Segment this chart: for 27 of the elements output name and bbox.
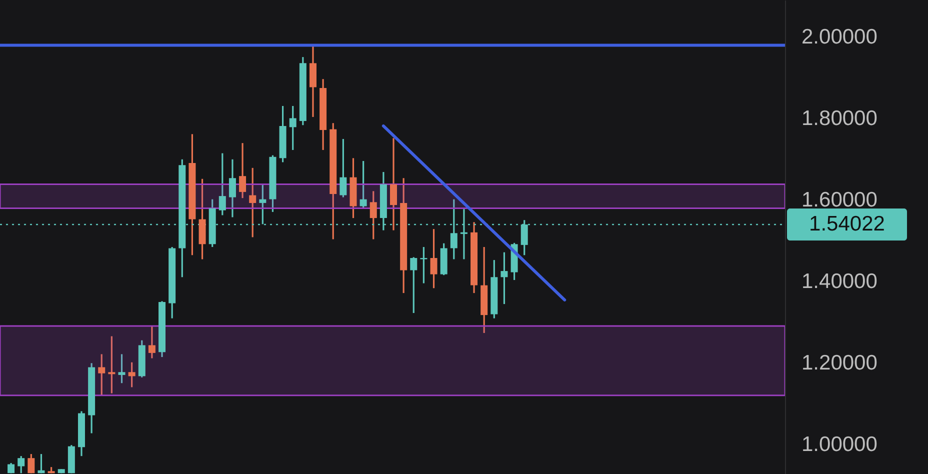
candlestick: [108, 335, 116, 394]
candlestick: [239, 142, 246, 199]
candlestick: [259, 184, 266, 225]
candlestick: [370, 190, 377, 240]
candlestick: [228, 158, 236, 218]
candlestick: [128, 362, 136, 388]
y-tick-label: 1.40000: [802, 270, 878, 294]
y-tick-label: 1.20000: [802, 352, 878, 375]
y-tick-label: 1.00000: [802, 433, 878, 456]
y-tick-label: 2.00000: [802, 26, 878, 49]
candlestick: [148, 325, 156, 360]
candlestick: [118, 353, 126, 384]
candlestick: [249, 167, 256, 238]
ref-line-label: 1.54022: [809, 212, 885, 236]
candlestick: [218, 152, 226, 216]
candlestick: [289, 105, 296, 151]
candlestick: [98, 353, 106, 396]
candlestick: [410, 256, 418, 314]
candlestick: [430, 228, 438, 289]
candlestick: [18, 455, 25, 474]
candlestick: [390, 137, 398, 232]
candlestick: [28, 453, 35, 474]
candlestick: [500, 251, 508, 305]
candlestick: [340, 138, 347, 198]
y-tick-label: 1.60000: [802, 188, 878, 212]
y-tick-label: 1.80000: [802, 107, 878, 130]
candlestick: [360, 160, 367, 210]
